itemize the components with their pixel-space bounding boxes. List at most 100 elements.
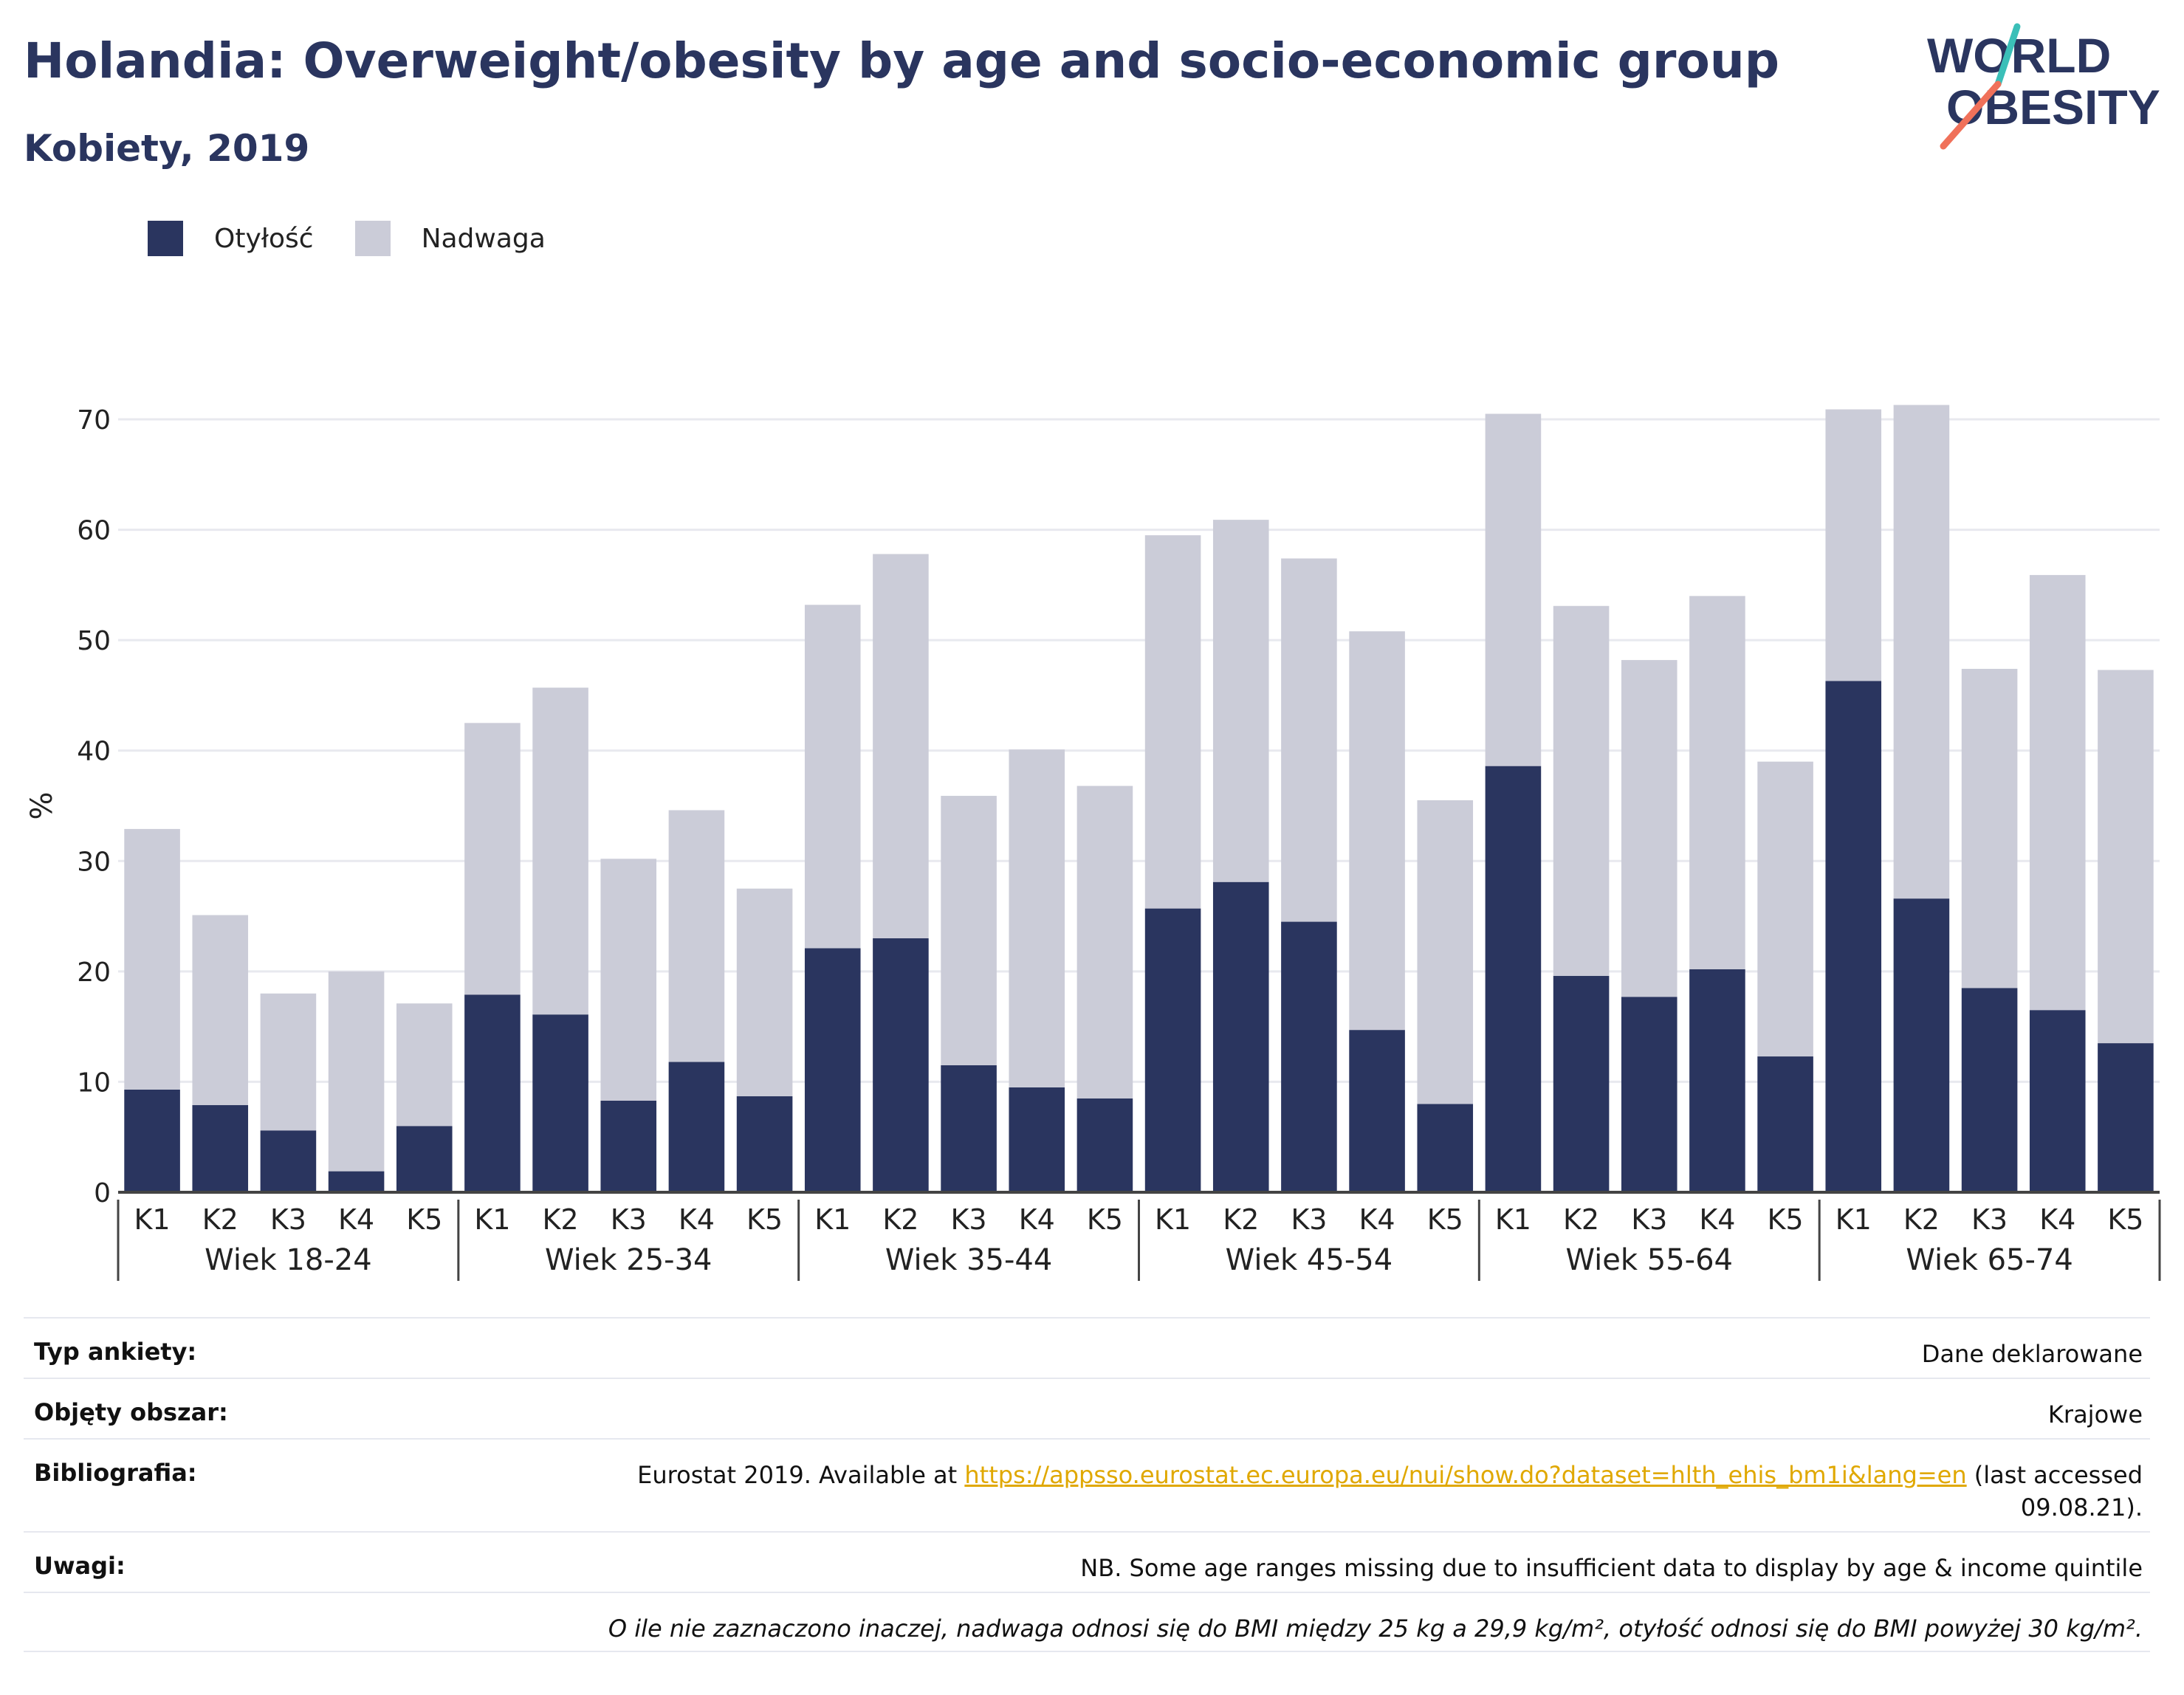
x-tick-label: K1 — [814, 1203, 851, 1236]
x-tick-label: K2 — [882, 1203, 918, 1236]
bar-overweight — [464, 723, 521, 995]
x-tick-label: K3 — [951, 1203, 987, 1236]
x-tick-label: K2 — [1223, 1203, 1259, 1236]
x-tick-label: K5 — [1427, 1203, 1463, 1236]
bar-overweight — [1009, 749, 1065, 1087]
bar-obesity — [2029, 1010, 2086, 1192]
bar-overweight — [396, 1003, 453, 1127]
bar-overweight — [1417, 800, 1474, 1104]
x-tick-label: K5 — [1768, 1203, 1804, 1236]
x-tick-label: K3 — [1291, 1203, 1327, 1236]
bar-overweight — [1893, 405, 1950, 899]
bar-obesity — [1281, 921, 1337, 1192]
x-tick-label: K5 — [2107, 1203, 2143, 1236]
x-group-label: Wiek 45-54 — [1226, 1243, 1393, 1277]
bar-overweight — [1757, 761, 1813, 1057]
y-axis-label: % — [25, 791, 59, 819]
bar-overweight — [328, 971, 385, 1172]
meta-row-survey-type: Typ ankiety: Dane deklarowane — [24, 1317, 2150, 1378]
meta-row-bibliography: Bibliografia: Eurostat 2019. Available a… — [24, 1438, 2150, 1531]
bibliography-date: 09.08.21). — [2020, 1493, 2143, 1522]
x-tick-label: K5 — [1087, 1203, 1123, 1236]
bar-obesity — [736, 1096, 793, 1192]
chart-legend: Otyłość Nadwaga — [148, 220, 587, 257]
x-tick-label: K3 — [1631, 1203, 1667, 1236]
bar-obesity — [1689, 969, 1745, 1192]
x-tick-label: K4 — [1699, 1203, 1735, 1236]
x-tick-label: K2 — [1903, 1203, 1940, 1236]
meta-row-footnote: O ile nie zaznaczono inaczej, nadwaga od… — [24, 1592, 2150, 1652]
x-tick-label: K1 — [1155, 1203, 1191, 1236]
meta-label: Uwagi: — [34, 1552, 126, 1580]
bar-overweight — [192, 915, 249, 1105]
x-tick-label: K5 — [406, 1203, 442, 1236]
bar-overweight — [600, 859, 657, 1101]
y-tick-label: 20 — [77, 957, 111, 988]
bar-obesity — [1961, 988, 2018, 1192]
x-tick-label: K4 — [679, 1203, 715, 1236]
x-group-label: Wiek 25-34 — [545, 1243, 712, 1277]
bar-obesity — [532, 1014, 588, 1192]
meta-value: NB. Some age ranges missing due to insuf… — [1080, 1554, 2143, 1582]
bar-overweight — [941, 796, 997, 1065]
logo-slash-teal — [1994, 23, 2021, 88]
page-subtitle: Kobiety, 2019 — [24, 127, 310, 170]
y-tick-label: 30 — [77, 847, 111, 877]
x-tick-label: K4 — [338, 1203, 374, 1236]
legend-item-obesity[interactable]: Otyłość — [148, 221, 314, 256]
x-tick-label: K3 — [270, 1203, 306, 1236]
page-title: Holandia: Overweight/obesity by age and … — [24, 32, 1780, 89]
x-tick-label: K3 — [611, 1203, 647, 1236]
bar-obesity — [668, 1062, 725, 1192]
bar-obesity — [804, 948, 861, 1192]
meta-row-area: Objęty obszar: Krajowe — [24, 1378, 2150, 1438]
x-tick-label: K1 — [134, 1203, 171, 1236]
meta-label: Typ ankiety: — [34, 1338, 197, 1366]
meta-value: Krajowe — [2047, 1400, 2143, 1428]
x-tick-label: K3 — [1971, 1203, 2008, 1236]
bar-overweight — [1825, 409, 1882, 681]
bar-obesity — [192, 1104, 249, 1192]
bar-obesity — [1349, 1030, 1405, 1192]
bar-obesity — [124, 1089, 180, 1192]
bar-obesity — [260, 1130, 317, 1192]
bar-overweight — [668, 810, 725, 1062]
x-tick-label: K5 — [746, 1203, 783, 1236]
legend-item-overweight[interactable]: Nadwaga — [354, 221, 546, 256]
bar-obesity — [873, 938, 929, 1192]
x-group-label: Wiek 55-64 — [1565, 1243, 1733, 1277]
bar-obesity — [1893, 898, 1950, 1192]
bar-obesity — [600, 1100, 657, 1192]
x-tick-label: K4 — [1019, 1203, 1055, 1236]
x-group-label: Wiek 65-74 — [1906, 1243, 2073, 1277]
bar-obesity — [1076, 1098, 1133, 1192]
bar-overweight — [124, 828, 180, 1090]
bar-overweight — [2029, 574, 2086, 1011]
x-group-label: Wiek 18-24 — [205, 1243, 372, 1277]
bar-obesity — [1212, 881, 1269, 1192]
bar-obesity — [1757, 1056, 1813, 1192]
meta-value: Dane deklarowane — [1921, 1340, 2143, 1368]
y-tick-label: 10 — [77, 1067, 111, 1098]
meta-label: Objęty obszar: — [34, 1398, 228, 1426]
y-tick-label: 60 — [77, 516, 111, 546]
bar-obesity — [396, 1126, 453, 1192]
bar-obesity — [1417, 1104, 1474, 1192]
bar-overweight — [1212, 520, 1269, 882]
bibliography-link[interactable]: https://appsso.eurostat.ec.europa.eu/nui… — [964, 1461, 1967, 1489]
bibliography-suffix: (last accessed — [1966, 1461, 2143, 1489]
bar-obesity — [1825, 681, 1882, 1192]
bar-overweight — [2098, 670, 2154, 1044]
bar-overweight — [532, 687, 588, 1015]
bar-obesity — [2098, 1043, 2154, 1192]
x-tick-label: K1 — [1836, 1203, 1872, 1236]
y-tick-label: 40 — [77, 737, 111, 767]
bar-obesity — [1009, 1087, 1065, 1192]
bar-overweight — [804, 605, 861, 949]
legend-swatch-overweight — [354, 221, 391, 256]
bar-overweight — [1144, 535, 1201, 909]
y-tick-label: 0 — [94, 1178, 111, 1208]
logo-text-world: WORLD — [1927, 28, 2111, 83]
x-group-label: Wiek 35-44 — [885, 1243, 1053, 1277]
bar-obesity — [1485, 766, 1542, 1192]
